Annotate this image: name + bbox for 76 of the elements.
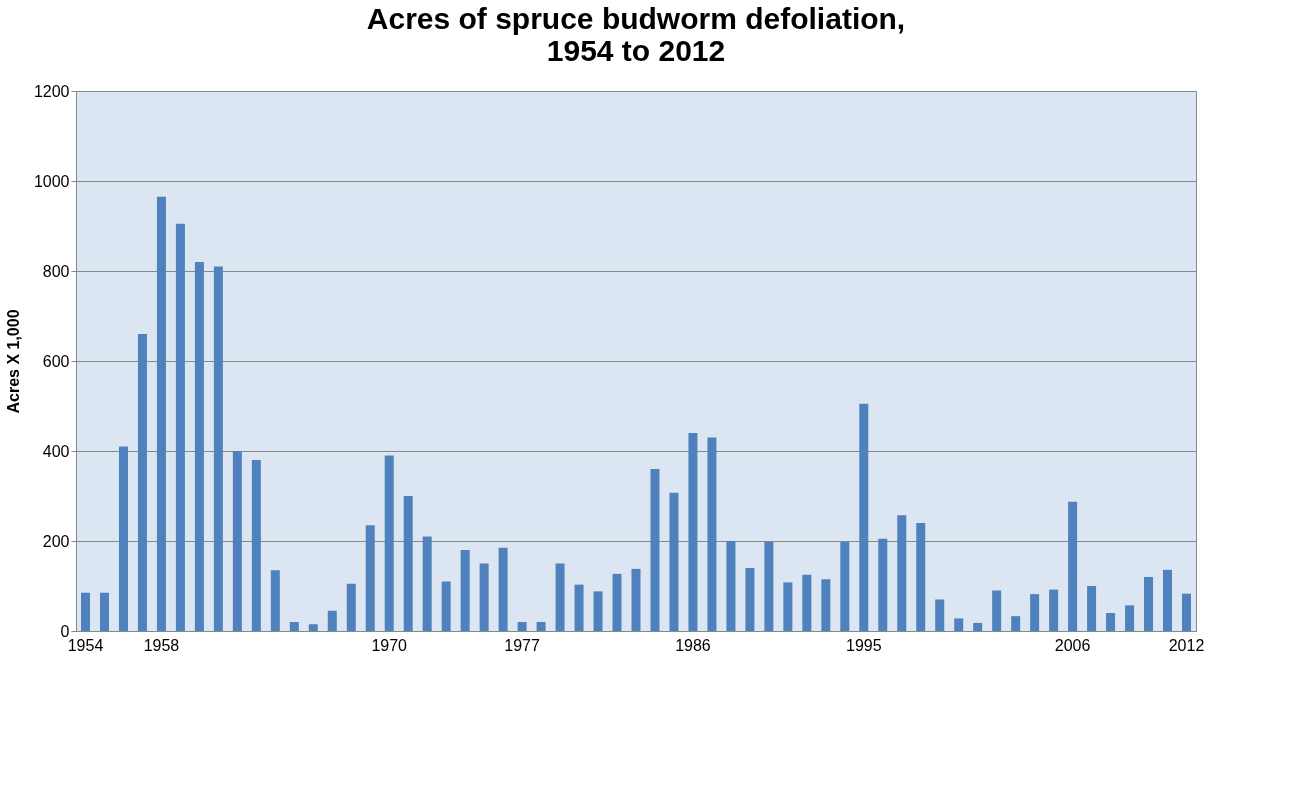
y-tick-label: 800 xyxy=(42,262,70,280)
bar xyxy=(1087,586,1097,631)
bar xyxy=(764,541,774,631)
bar xyxy=(821,579,831,631)
bar xyxy=(593,591,603,631)
bar xyxy=(156,196,166,631)
bar xyxy=(897,515,907,631)
bar xyxy=(213,266,223,631)
bar xyxy=(137,334,147,631)
bar xyxy=(346,583,356,631)
bar xyxy=(479,563,489,631)
y-tick-label: 600 xyxy=(42,352,70,370)
bar xyxy=(688,433,698,631)
y-tick-label: 400 xyxy=(42,442,70,460)
x-tick-label: 1958 xyxy=(143,636,180,654)
bar xyxy=(1125,605,1135,631)
bar xyxy=(631,568,641,631)
bar xyxy=(726,541,736,631)
bar xyxy=(1182,593,1192,631)
bar xyxy=(878,538,888,631)
bar xyxy=(859,403,869,631)
bar xyxy=(669,492,679,631)
bar xyxy=(308,624,318,631)
bar xyxy=(916,523,926,631)
bar xyxy=(555,563,565,631)
bar xyxy=(422,536,432,631)
bar xyxy=(1068,501,1078,631)
bar xyxy=(289,622,299,631)
bar xyxy=(612,573,622,631)
bar xyxy=(574,584,584,631)
bar xyxy=(403,496,413,631)
bar xyxy=(1011,616,1021,631)
bar xyxy=(99,592,109,631)
bar xyxy=(745,568,755,631)
bar xyxy=(441,581,451,631)
x-tick-label: 1995 xyxy=(846,636,882,654)
x-tick-label: 1977 xyxy=(504,636,540,654)
bar xyxy=(1106,613,1116,631)
y-tick-label: 200 xyxy=(42,532,70,550)
bar xyxy=(536,622,546,631)
bar xyxy=(175,223,185,631)
bar xyxy=(498,547,508,631)
bar xyxy=(270,570,280,631)
bar xyxy=(1163,569,1173,631)
bar xyxy=(232,451,242,631)
x-tick-label: 1986 xyxy=(675,636,711,654)
y-tick-label: 0 xyxy=(60,622,70,640)
bar xyxy=(992,590,1002,631)
chart-title: Acres of spruce budworm defoliation, 1954 to 2012 xyxy=(366,2,906,67)
bar xyxy=(460,550,470,631)
y-tick-label: 1000 xyxy=(33,172,70,190)
bar xyxy=(517,622,527,631)
y-axis-title: Acres X 1,000 xyxy=(4,309,22,414)
x-tick-label: 1970 xyxy=(371,636,408,654)
bar xyxy=(973,622,983,631)
bar xyxy=(802,574,812,631)
bar xyxy=(118,446,128,631)
bar xyxy=(707,437,717,631)
x-tick-label: 2006 xyxy=(1054,636,1091,654)
bar xyxy=(251,460,261,631)
bar xyxy=(365,525,375,631)
bar xyxy=(80,592,90,631)
y-tick-label: 1200 xyxy=(33,82,70,100)
bar xyxy=(954,618,964,631)
bar xyxy=(1049,589,1059,631)
bar xyxy=(327,610,337,631)
bar xyxy=(194,262,204,631)
bar xyxy=(1030,594,1040,631)
x-tick-label: 1954 xyxy=(67,636,104,654)
bar xyxy=(783,582,793,631)
bar xyxy=(935,599,945,631)
x-tick-label: 2012 xyxy=(1168,636,1205,654)
bar xyxy=(384,455,394,631)
bar xyxy=(1144,577,1154,631)
bar xyxy=(840,541,850,631)
bar xyxy=(650,469,660,631)
